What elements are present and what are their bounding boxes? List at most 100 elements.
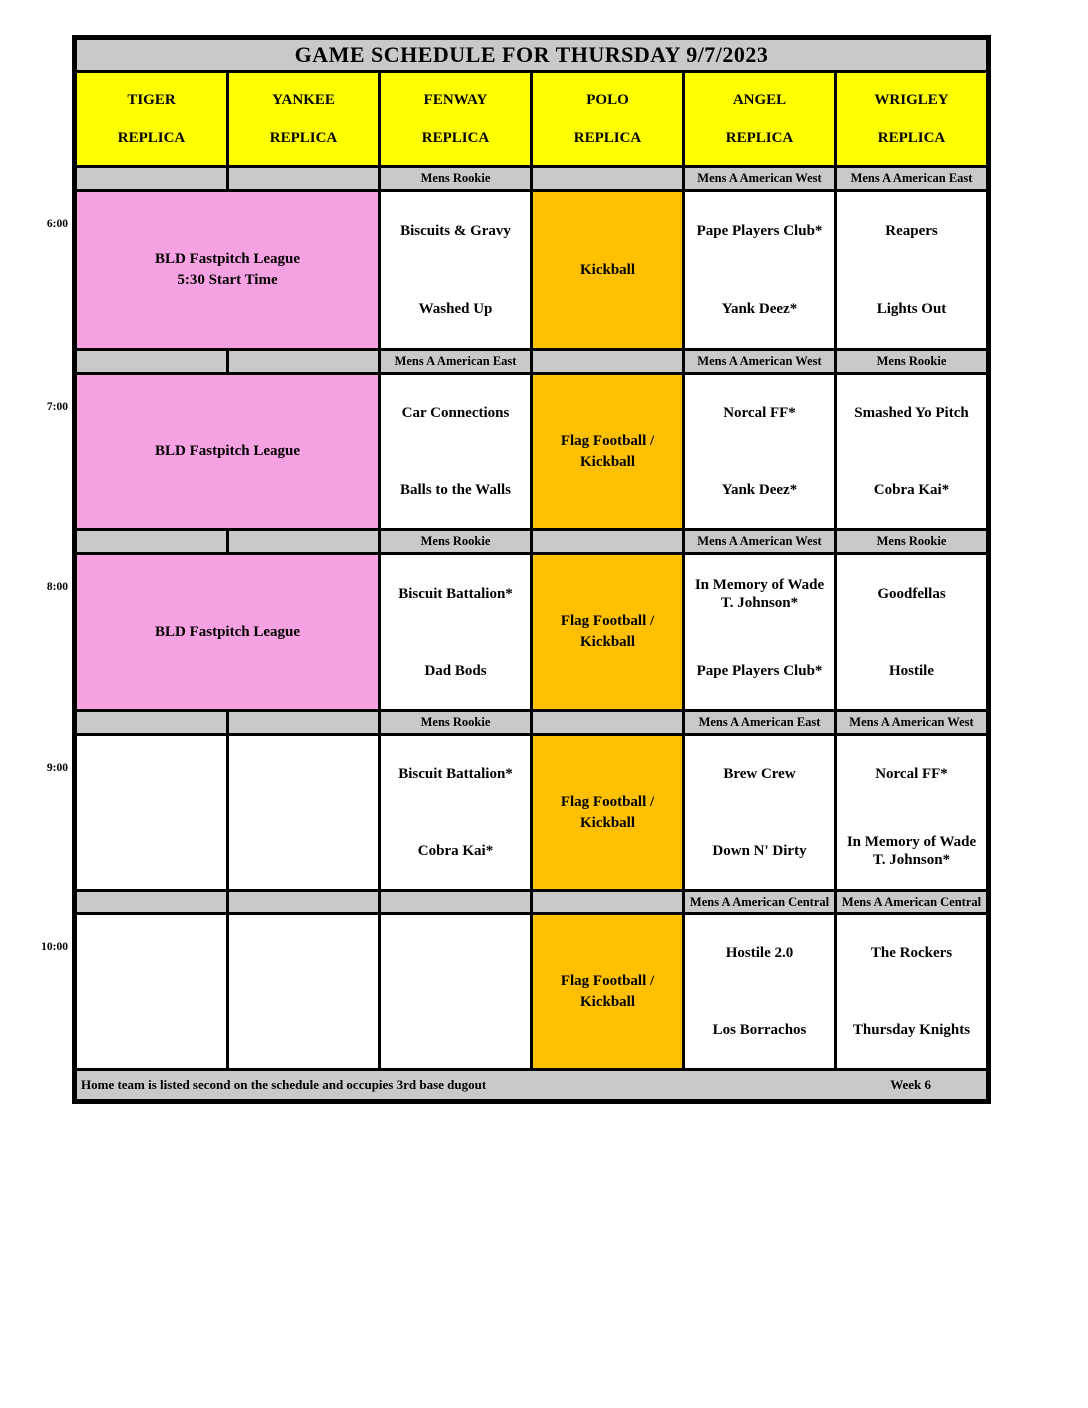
fastpitch-start-time: 5:30 Start Time bbox=[177, 272, 278, 288]
empty-cell-fenway-1000 bbox=[381, 915, 530, 1068]
empty-cell-yankee-900 bbox=[229, 736, 378, 889]
game-cell-wrigley-600: Reapers Lights Out bbox=[837, 192, 986, 348]
field-type: REPLICA bbox=[421, 129, 490, 146]
time-label-6: 6:00 bbox=[46, 218, 68, 230]
game-cell-fenway-600: Biscuits & Gravy Washed Up bbox=[381, 192, 530, 348]
division-cell bbox=[77, 712, 226, 733]
division-cell bbox=[77, 168, 226, 189]
field-name: TIGER bbox=[127, 91, 176, 108]
field-type: REPLICA bbox=[117, 129, 186, 146]
division-label: Mens Rookie bbox=[381, 712, 530, 733]
away-team: Biscuit Battalion* bbox=[398, 585, 513, 602]
week-number: Week 6 bbox=[890, 1077, 931, 1092]
division-cell bbox=[229, 168, 378, 189]
game-cell-wrigley-700: Smashed Yo Pitch Cobra Kai* bbox=[837, 375, 986, 528]
division-cell bbox=[381, 892, 530, 912]
home-team-note: Home team is listed second on the schedu… bbox=[81, 1077, 487, 1092]
home-team: Thursday Knights bbox=[852, 1021, 971, 1038]
home-team: Pape Players Club* bbox=[696, 662, 823, 679]
fastpitch-block: BLD Fastpitch League bbox=[77, 375, 378, 528]
division-cell bbox=[77, 892, 226, 912]
game-cell-wrigley-800: Goodfellas Hostile bbox=[837, 555, 986, 709]
time-label-7: 7:00 bbox=[46, 401, 68, 413]
column-header-polo: POLO REPLICA bbox=[533, 73, 682, 165]
fastpitch-block: BLD Fastpitch League 5:30 Start Time bbox=[77, 192, 378, 348]
away-team: Goodfellas bbox=[877, 585, 946, 602]
away-team: Car Connections bbox=[401, 405, 510, 422]
game-cell-angel-700: Norcal FF* Yank Deez* bbox=[685, 375, 834, 528]
away-team: Hostile 2.0 bbox=[725, 945, 794, 962]
activity-cell-polo-700: Flag Football / Kickball bbox=[533, 375, 682, 528]
fastpitch-league-label: BLD Fastpitch League bbox=[154, 623, 300, 640]
division-label: Mens A American East bbox=[685, 712, 834, 733]
away-team: Norcal FF* bbox=[723, 405, 796, 422]
time-label-10: 10:00 bbox=[41, 941, 68, 953]
empty-cell-tiger-1000 bbox=[77, 915, 226, 1068]
column-header-fenway: FENWAY REPLICA bbox=[381, 73, 530, 165]
division-cell bbox=[229, 351, 378, 372]
home-team: Down N' Dirty bbox=[712, 842, 807, 859]
game-cell-angel-600: Pape Players Club* Yank Deez* bbox=[685, 192, 834, 348]
activity-label: Flag Football / Kickball bbox=[560, 613, 655, 650]
time-label-9: 9:00 bbox=[46, 762, 68, 774]
division-label: Mens A American Central bbox=[685, 892, 834, 912]
home-team: Lights Out bbox=[876, 301, 947, 317]
away-team: Brew Crew bbox=[723, 766, 796, 783]
division-label: Mens A American West bbox=[837, 712, 986, 733]
activity-label: Flag Football / Kickball bbox=[560, 432, 655, 470]
game-cell-angel-1000: Hostile 2.0 Los Borrachos bbox=[685, 915, 834, 1068]
division-label: Mens A American Central bbox=[837, 892, 986, 912]
home-team: Dad Bods bbox=[424, 662, 487, 679]
activity-label: Flag Football / Kickball bbox=[560, 793, 655, 831]
field-name: ANGEL bbox=[732, 91, 787, 108]
column-header-angel: ANGEL REPLICA bbox=[685, 73, 834, 165]
away-team: The Rockers bbox=[870, 945, 953, 962]
away-team: In Memory of Wade T. Johnson* bbox=[694, 576, 825, 611]
field-name: YANKEE bbox=[272, 91, 335, 108]
fastpitch-league-label: BLD Fastpitch League bbox=[154, 251, 300, 267]
field-type: REPLICA bbox=[877, 129, 946, 146]
fastpitch-league-label: BLD Fastpitch League bbox=[154, 443, 300, 459]
activity-cell-polo-900: Flag Football / Kickball bbox=[533, 736, 682, 889]
away-team: Pape Players Club* bbox=[696, 223, 823, 239]
division-cell bbox=[77, 351, 226, 372]
division-cell bbox=[533, 531, 682, 552]
time-label-8: 8:00 bbox=[46, 581, 68, 593]
column-header-wrigley: WRIGLEY REPLICA bbox=[837, 73, 986, 165]
home-team: Cobra Kai* bbox=[417, 842, 494, 859]
home-team: Hostile bbox=[889, 662, 934, 679]
schedule-title: GAME SCHEDULE FOR THURSDAY 9/7/2023 bbox=[77, 40, 986, 70]
division-cell bbox=[533, 168, 682, 189]
game-cell-angel-800: In Memory of Wade T. Johnson* Pape Playe… bbox=[685, 555, 834, 709]
field-name: FENWAY bbox=[423, 91, 488, 108]
division-label: Mens Rookie bbox=[837, 351, 986, 372]
away-team: Norcal FF* bbox=[875, 766, 948, 783]
activity-label: Flag Football / Kickball bbox=[560, 972, 655, 1010]
footer-bar: Home team is listed second on the schedu… bbox=[77, 1071, 986, 1099]
home-team: Yank Deez* bbox=[721, 301, 798, 317]
away-team: Biscuits & Gravy bbox=[400, 223, 511, 239]
away-team: Smashed Yo Pitch bbox=[854, 405, 969, 422]
game-schedule-table: GAME SCHEDULE FOR THURSDAY 9/7/2023 TIGE… bbox=[72, 35, 991, 1104]
division-cell bbox=[533, 351, 682, 372]
division-label: Mens Rookie bbox=[381, 168, 530, 189]
home-team: Balls to the Walls bbox=[400, 481, 511, 498]
activity-cell-polo-800: Flag Football / Kickball bbox=[533, 555, 682, 709]
game-cell-wrigley-900: Norcal FF* In Memory of Wade T. Johnson* bbox=[837, 736, 986, 889]
away-team: Biscuit Battalion* bbox=[398, 766, 513, 783]
division-label: Mens A American East bbox=[381, 351, 530, 372]
away-team: Reapers bbox=[885, 223, 938, 239]
division-cell bbox=[533, 712, 682, 733]
field-name: POLO bbox=[586, 91, 629, 108]
field-type: REPLICA bbox=[725, 129, 794, 146]
division-label: Mens A American West bbox=[685, 168, 834, 189]
home-team: Yank Deez* bbox=[721, 481, 798, 498]
game-cell-angel-900: Brew Crew Down N' Dirty bbox=[685, 736, 834, 889]
field-type: REPLICA bbox=[269, 129, 338, 146]
game-cell-wrigley-1000: The Rockers Thursday Knights bbox=[837, 915, 986, 1068]
division-cell bbox=[229, 892, 378, 912]
game-cell-fenway-700: Car Connections Balls to the Walls bbox=[381, 375, 530, 528]
field-type: REPLICA bbox=[573, 129, 642, 146]
empty-cell-yankee-1000 bbox=[229, 915, 378, 1068]
division-label: Mens A American East bbox=[837, 168, 986, 189]
